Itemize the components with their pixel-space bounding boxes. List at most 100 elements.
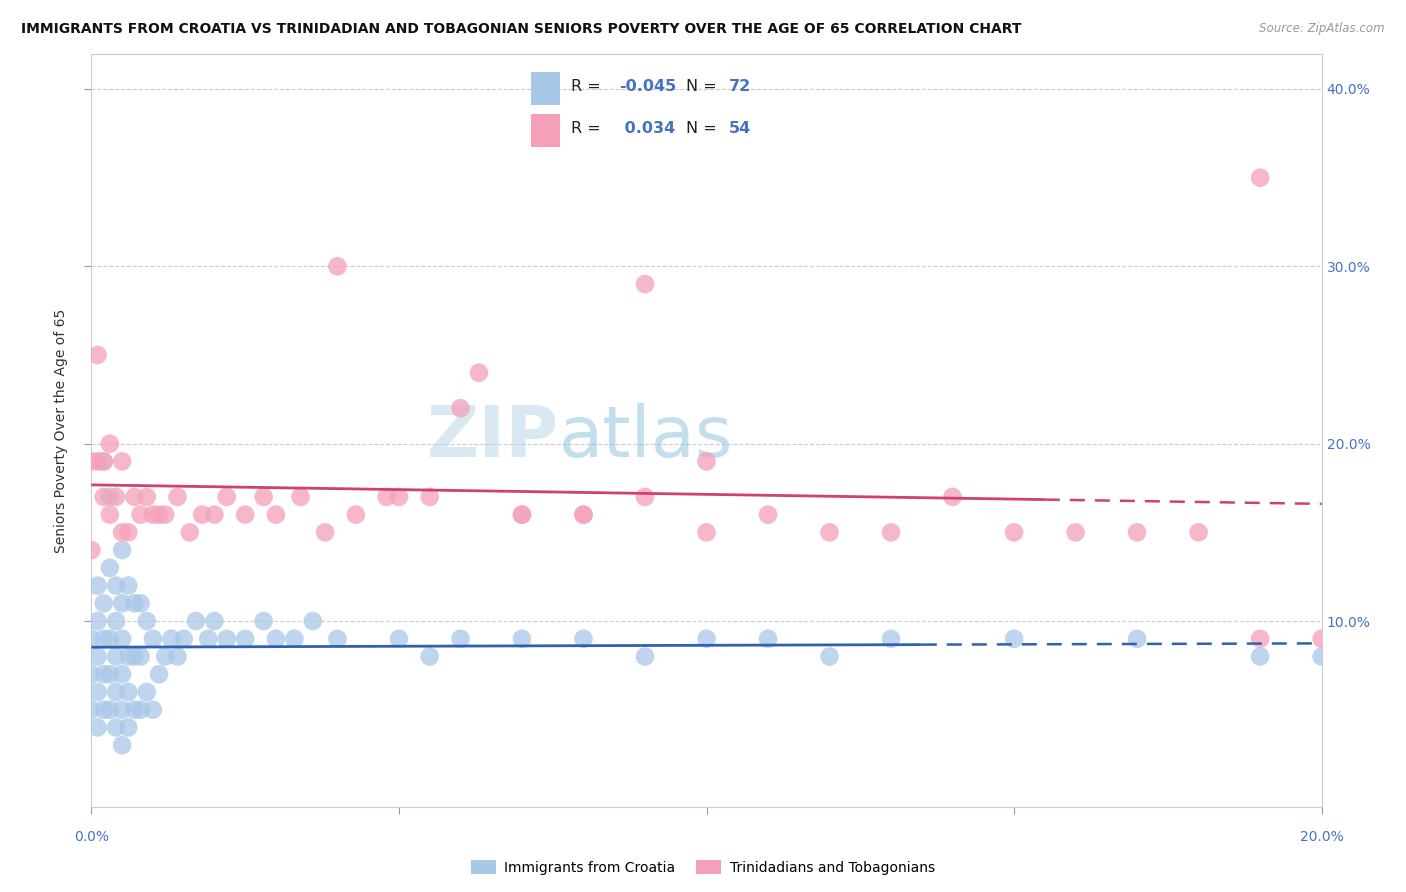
Point bbox=[93, 667, 115, 681]
Text: R =: R = bbox=[571, 121, 606, 136]
Point bbox=[314, 525, 336, 540]
Text: ZIP: ZIP bbox=[426, 403, 558, 473]
Point bbox=[388, 632, 411, 646]
Point bbox=[111, 596, 134, 610]
Point bbox=[135, 490, 157, 504]
Point bbox=[98, 667, 121, 681]
Point bbox=[1002, 525, 1025, 540]
Point bbox=[696, 454, 718, 468]
Point bbox=[111, 703, 134, 717]
Point bbox=[419, 649, 441, 664]
Point bbox=[880, 525, 903, 540]
Point bbox=[129, 508, 152, 522]
Point bbox=[253, 490, 276, 504]
Point bbox=[98, 561, 121, 575]
Point bbox=[124, 490, 146, 504]
Point bbox=[344, 508, 367, 522]
Point bbox=[756, 632, 779, 646]
Point bbox=[117, 578, 139, 592]
Point bbox=[80, 543, 103, 558]
Point bbox=[98, 436, 121, 450]
Text: 20.0%: 20.0% bbox=[1299, 830, 1344, 844]
Point bbox=[93, 596, 115, 610]
Point bbox=[135, 685, 157, 699]
Point bbox=[1310, 632, 1333, 646]
Point bbox=[124, 596, 146, 610]
Point bbox=[111, 543, 134, 558]
Point bbox=[86, 649, 108, 664]
Point bbox=[634, 649, 657, 664]
Point bbox=[202, 614, 225, 628]
Point bbox=[86, 578, 108, 592]
FancyBboxPatch shape bbox=[531, 72, 561, 104]
Point bbox=[1187, 525, 1209, 540]
Point bbox=[283, 632, 305, 646]
Point bbox=[86, 614, 108, 628]
Point bbox=[233, 632, 256, 646]
Point bbox=[153, 649, 177, 664]
Point bbox=[197, 632, 219, 646]
Point bbox=[510, 508, 533, 522]
Point bbox=[233, 508, 256, 522]
Point bbox=[326, 632, 349, 646]
Legend: Immigrants from Croatia, Trinidadians and Tobagonians: Immigrants from Croatia, Trinidadians an… bbox=[465, 855, 941, 880]
Point bbox=[818, 525, 841, 540]
Point bbox=[98, 490, 121, 504]
Text: N =: N = bbox=[686, 79, 721, 95]
Point bbox=[1249, 649, 1271, 664]
Point bbox=[98, 632, 121, 646]
Point bbox=[148, 667, 170, 681]
Point bbox=[468, 366, 491, 380]
Point bbox=[572, 508, 595, 522]
Point bbox=[1002, 632, 1025, 646]
Point bbox=[202, 508, 225, 522]
Point bbox=[80, 632, 103, 646]
Point bbox=[111, 454, 134, 468]
Point bbox=[510, 632, 533, 646]
Point bbox=[148, 508, 170, 522]
Point bbox=[696, 525, 718, 540]
Point bbox=[179, 525, 201, 540]
Text: IMMIGRANTS FROM CROATIA VS TRINIDADIAN AND TOBAGONIAN SENIORS POVERTY OVER THE A: IMMIGRANTS FROM CROATIA VS TRINIDADIAN A… bbox=[21, 22, 1022, 37]
Point bbox=[449, 632, 471, 646]
Point bbox=[572, 508, 595, 522]
Text: -0.045: -0.045 bbox=[619, 79, 676, 95]
Point bbox=[1126, 525, 1149, 540]
Point bbox=[160, 632, 183, 646]
Point bbox=[80, 454, 103, 468]
Text: N =: N = bbox=[686, 121, 721, 136]
Point bbox=[142, 508, 165, 522]
Point bbox=[129, 703, 152, 717]
Point bbox=[375, 490, 398, 504]
Text: R =: R = bbox=[571, 79, 606, 95]
Point bbox=[117, 721, 139, 735]
Point bbox=[173, 632, 195, 646]
Point bbox=[388, 490, 411, 504]
Point bbox=[111, 632, 134, 646]
Point bbox=[124, 649, 146, 664]
Point bbox=[117, 525, 139, 540]
Point bbox=[942, 490, 965, 504]
Point bbox=[419, 490, 441, 504]
Text: atlas: atlas bbox=[558, 403, 734, 473]
Point bbox=[80, 703, 103, 717]
Point bbox=[253, 614, 276, 628]
Point bbox=[1249, 632, 1271, 646]
Point bbox=[111, 525, 134, 540]
Point bbox=[105, 721, 127, 735]
Point bbox=[93, 632, 115, 646]
Point bbox=[142, 703, 165, 717]
Point bbox=[264, 508, 287, 522]
Point bbox=[80, 667, 103, 681]
Point bbox=[696, 632, 718, 646]
Point bbox=[326, 260, 349, 274]
Point bbox=[153, 508, 177, 522]
Point bbox=[166, 649, 188, 664]
Point bbox=[264, 632, 287, 646]
Point bbox=[756, 508, 779, 522]
Point bbox=[449, 401, 471, 416]
Point bbox=[818, 649, 841, 664]
Point bbox=[86, 348, 108, 362]
Point bbox=[117, 685, 139, 699]
Point bbox=[111, 738, 134, 752]
